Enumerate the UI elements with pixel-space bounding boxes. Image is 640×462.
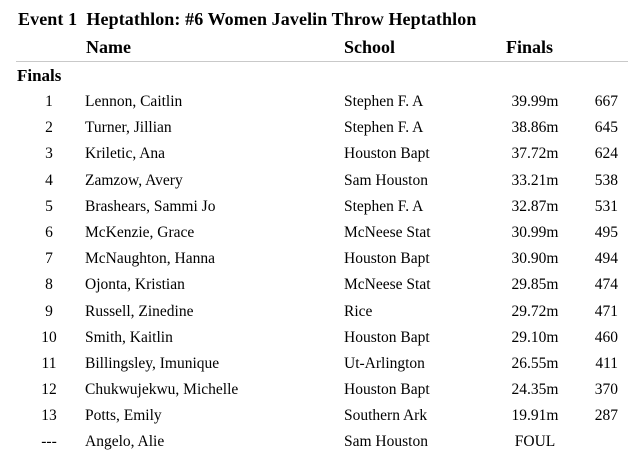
result-row: 2 Turner, Jillian Stephen F. A 38.86m 64…: [0, 116, 640, 142]
athlete-school: McNeese Stat: [344, 223, 431, 241]
athlete-name: Lennon, Caitlin: [85, 93, 183, 110]
result-points: 471: [594, 302, 618, 320]
result-place: 11: [41, 354, 57, 372]
result-mark: 32.87m: [511, 197, 559, 215]
result-row: 13 Potts, Emily Southern Ark 19.91m 287: [0, 404, 640, 430]
athlete-school: Houston Bapt: [344, 145, 430, 163]
result-mark: 26.55m: [511, 354, 559, 372]
athlete-name: Ojonta, Kristian: [85, 276, 185, 294]
result-points: 538: [594, 171, 618, 189]
event-title: Event 1 Heptathlon: #6 Women Javelin Thr…: [18, 9, 477, 29]
athlete-school: Sam Houston: [344, 433, 428, 451]
result-row: --- Angelo, Alie Sam Houston FOUL: [0, 430, 640, 456]
result-place: 1: [45, 93, 53, 110]
header-divider: [16, 61, 628, 62]
result-points: 370: [594, 381, 618, 399]
result-place: 4: [45, 171, 53, 189]
result-place: 13: [41, 407, 57, 425]
athlete-school: Stephen F. A: [344, 93, 424, 110]
result-place: 9: [45, 302, 53, 320]
athlete-school: Stephen F. A: [344, 197, 424, 215]
athlete-school: Houston Bapt: [344, 381, 430, 399]
result-points: 474: [594, 276, 618, 294]
column-header-school: School: [344, 37, 396, 57]
result-row: 6 McKenzie, Grace McNeese Stat 30.99m 49…: [0, 221, 640, 247]
athlete-school: Rice: [344, 302, 373, 320]
result-row: 9 Russell, Zinedine Rice 29.72m 471: [0, 300, 640, 326]
result-place: 6: [45, 223, 53, 241]
result-mark: 19.91m: [511, 407, 559, 425]
athlete-school: Stephen F. A: [344, 119, 424, 137]
result-mark: 38.86m: [511, 119, 559, 137]
result-mark: 30.99m: [511, 223, 559, 241]
result-points: 494: [594, 250, 618, 268]
athlete-school: McNeese Stat: [344, 276, 431, 294]
athlete-name: Potts, Emily: [85, 407, 162, 425]
result-row: 1 Lennon, Caitlin Stephen F. A 39.99m 66…: [0, 90, 640, 116]
result-points: 287: [594, 407, 618, 425]
result-mark: 29.85m: [511, 276, 559, 294]
result-mark: 33.21m: [511, 171, 559, 189]
column-header-finals: Finals: [506, 37, 554, 57]
athlete-name: Turner, Jillian: [85, 119, 172, 137]
athlete-school: Houston Bapt: [344, 328, 430, 346]
athlete-name: Billingsley, Imunique: [85, 354, 220, 372]
athlete-name: Angelo, Alie: [85, 433, 165, 451]
athlete-name: Kriletic, Ana: [85, 145, 166, 163]
result-points: 411: [595, 354, 618, 372]
result-mark: 29.10m: [511, 328, 559, 346]
result-points: 531: [594, 197, 618, 215]
athlete-name: McKenzie, Grace: [85, 223, 195, 241]
athlete-school: Ut-Arlington: [344, 354, 425, 372]
result-place: 7: [45, 250, 53, 268]
result-mark: 30.90m: [511, 250, 559, 268]
result-place: 3: [45, 145, 53, 163]
result-place: 2: [45, 119, 53, 137]
result-row: 8 Ojonta, Kristian McNeese Stat 29.85m 4…: [0, 273, 640, 299]
result-row: 10 Smith, Kaitlin Houston Bapt 29.10m 46…: [0, 326, 640, 352]
athlete-name: Smith, Kaitlin: [85, 328, 173, 346]
result-mark: 24.35m: [511, 381, 559, 399]
result-place: 10: [41, 328, 57, 346]
result-mark: 39.99m: [511, 93, 559, 110]
section-label-finals: Finals: [17, 66, 62, 85]
result-row: 4 Zamzow, Avery Sam Houston 33.21m 538: [0, 169, 640, 195]
result-points: 495: [594, 223, 618, 241]
athlete-name: Zamzow, Avery: [85, 171, 183, 189]
result-place: ---: [41, 433, 57, 451]
athlete-name: Brashears, Sammi Jo: [85, 197, 216, 215]
athlete-school: Houston Bapt: [344, 250, 430, 268]
result-row: 12 Chukwujekwu, Michelle Houston Bapt 24…: [0, 378, 640, 404]
result-row: 7 McNaughton, Hanna Houston Bapt 30.90m …: [0, 247, 640, 273]
results-table: 1 Lennon, Caitlin Stephen F. A 39.99m 66…: [0, 90, 640, 457]
result-place: 12: [41, 381, 57, 399]
result-row: 3 Kriletic, Ana Houston Bapt 37.72m 624: [0, 142, 640, 168]
athlete-school: Southern Ark: [344, 407, 428, 425]
result-row: 5 Brashears, Sammi Jo Stephen F. A 32.87…: [0, 195, 640, 221]
result-row: 11 Billingsley, Imunique Ut-Arlington 26…: [0, 352, 640, 378]
athlete-name: McNaughton, Hanna: [85, 250, 215, 268]
result-points: 667: [594, 93, 618, 110]
athlete-name: Chukwujekwu, Michelle: [85, 381, 239, 399]
athlete-name: Russell, Zinedine: [85, 302, 194, 320]
result-place: 5: [45, 197, 53, 215]
result-points: 460: [594, 328, 618, 346]
result-points: 624: [594, 145, 618, 163]
result-place: 8: [45, 276, 53, 294]
result-mark: 29.72m: [511, 302, 559, 320]
result-mark: 37.72m: [511, 145, 559, 163]
column-header-name: Name: [86, 37, 131, 57]
result-mark: FOUL: [514, 433, 556, 451]
athlete-school: Sam Houston: [344, 171, 428, 189]
result-points: 645: [594, 119, 618, 137]
